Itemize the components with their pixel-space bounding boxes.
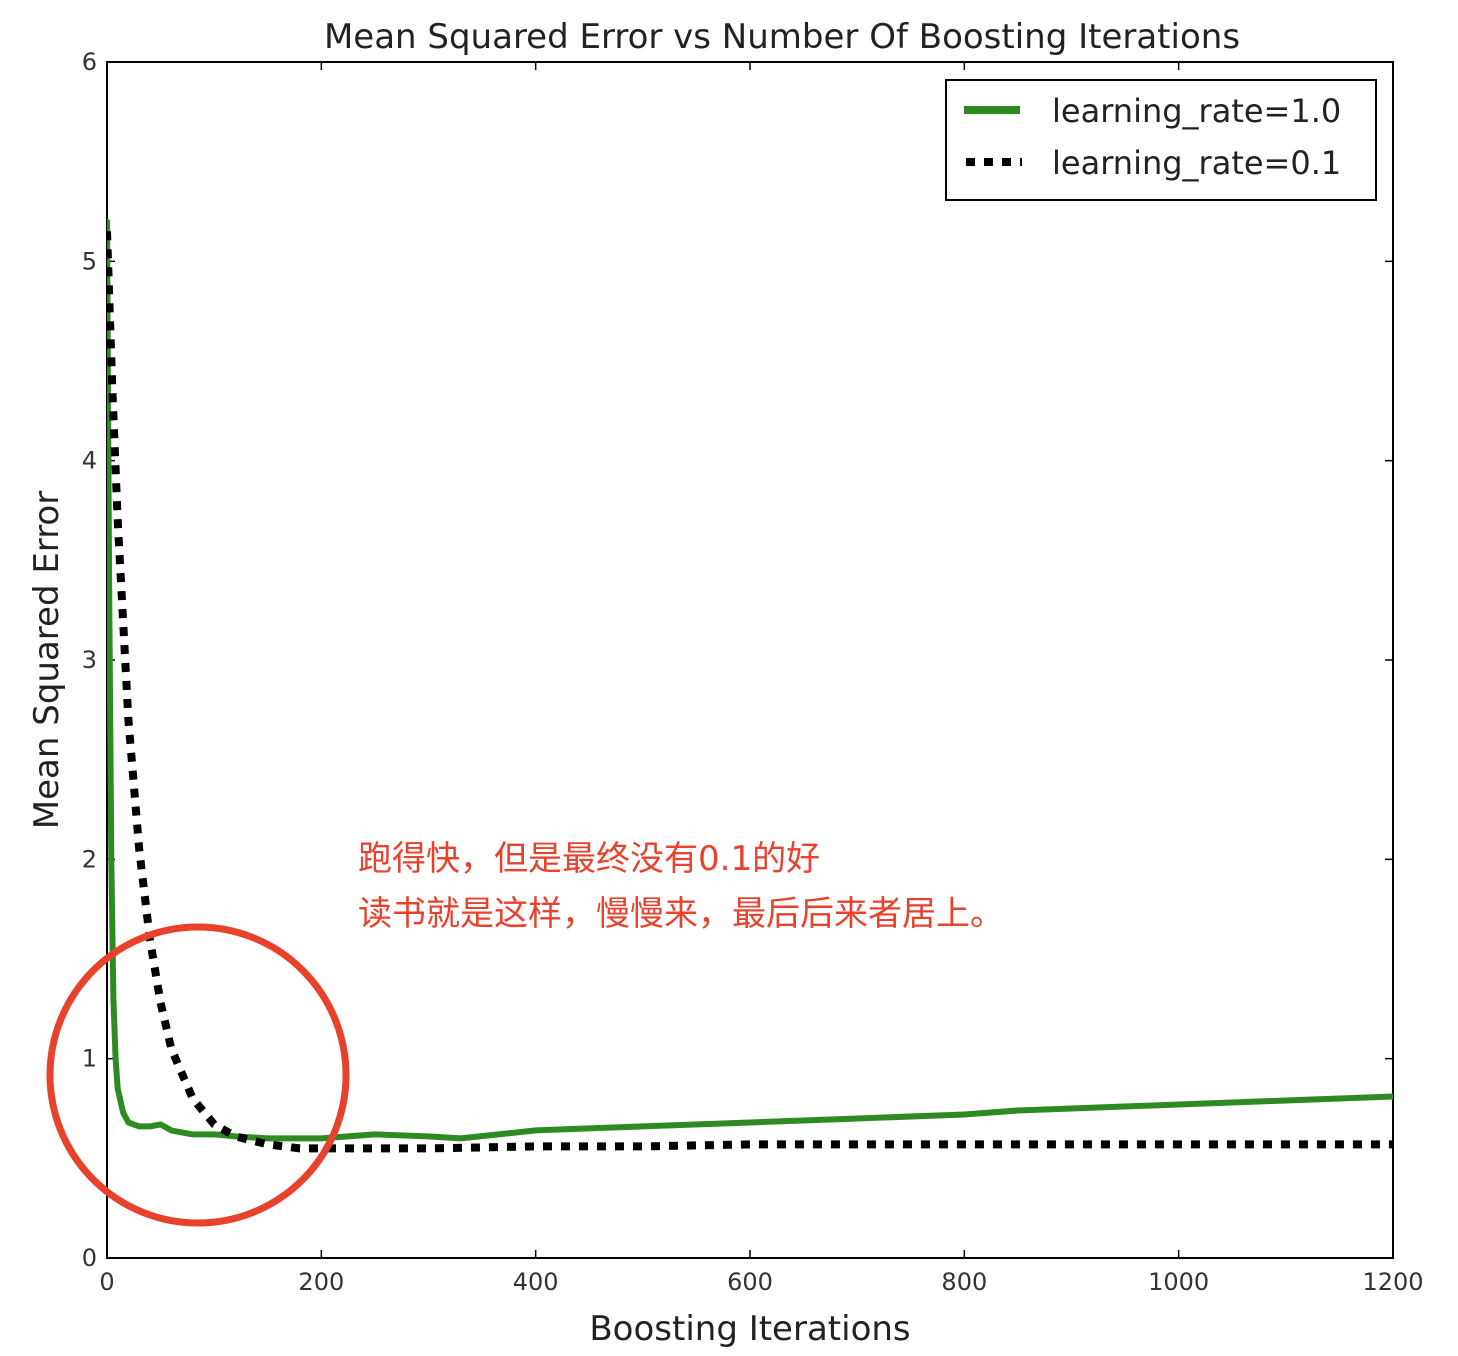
x-tick-label: 1200 — [1362, 1268, 1423, 1296]
series-layer — [107, 218, 1393, 1153]
legend-label-lr-1-0: learning_rate=1.0 — [1052, 92, 1341, 130]
legend-box — [945, 79, 1377, 201]
y-axis-label: Mean Squared Error — [27, 491, 67, 829]
y-tick-label: 5 — [82, 247, 97, 275]
annotation-line-2: 读书就是这样，慢慢来，最后后来者居上。 — [358, 894, 1004, 934]
y-tick-label: 4 — [82, 447, 97, 475]
legend: learning_rate=1.0 learning_rate=0.1 — [945, 79, 1377, 201]
y-tick-label: 6 — [82, 48, 97, 76]
x-tick-label: 1000 — [1148, 1268, 1209, 1296]
x-tick-label: 600 — [727, 1268, 773, 1296]
annotation-line-1: 跑得快，但是最终没有0.1的好 — [358, 839, 820, 879]
y-tick-label: 1 — [82, 1045, 97, 1073]
x-tick-label: 800 — [941, 1268, 987, 1296]
x-tick-label: 0 — [99, 1268, 114, 1296]
x-tick-label: 400 — [513, 1268, 559, 1296]
y-tick-label: 0 — [82, 1244, 97, 1272]
series-line-0 — [107, 218, 1393, 1142]
series-line-1 — [107, 231, 1393, 1153]
legend-label-lr-0-1: learning_rate=0.1 — [1052, 144, 1341, 182]
highlight-circle — [46, 923, 350, 1227]
x-tick-label: 200 — [298, 1268, 344, 1296]
y-tick-label: 3 — [82, 646, 97, 674]
y-axis-ticks: 0 1 2 3 4 5 6 — [82, 48, 1393, 1272]
chart-title: Mean Squared Error vs Number Of Boosting… — [324, 17, 1240, 57]
plot-area — [106, 61, 1394, 1259]
y-tick-label: 2 — [82, 845, 97, 873]
x-axis-label: Boosting Iterations — [589, 1309, 910, 1349]
x-axis-ticks: 0 200 400 600 800 1000 1200 — [99, 62, 1424, 1296]
